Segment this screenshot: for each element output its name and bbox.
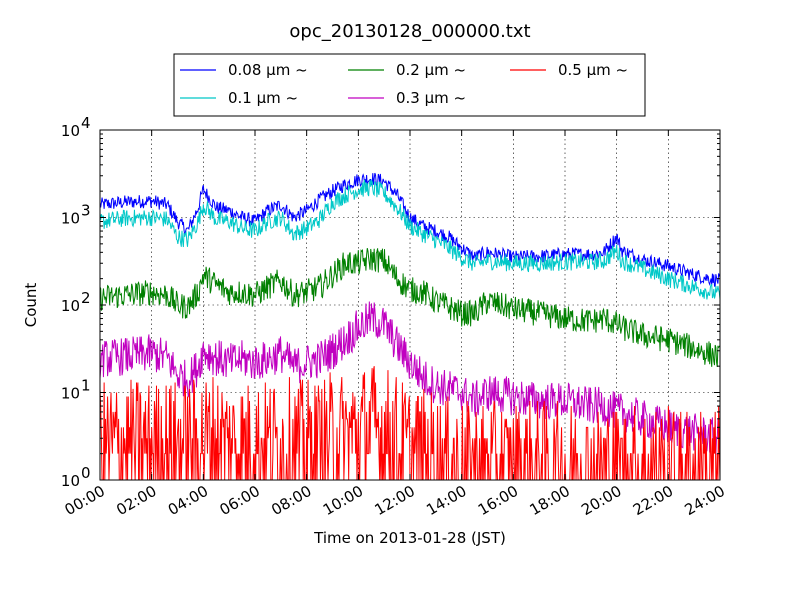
x-tick-label: 08:00 [268,482,314,519]
series-line [100,178,720,300]
x-tick-label: 14:00 [423,482,469,519]
legend-entry: 0.3 μm ~ [396,89,466,107]
y-tick-exponent: 4 [81,114,91,132]
series-line [100,248,720,367]
axis-ticks [99,129,721,481]
chart-title: opc_20130128_000000.txt [289,21,530,42]
x-tick-label: 10:00 [320,482,366,519]
legend-entry: 0.1 μm ~ [228,89,298,107]
y-tick-label: 10 [61,210,80,228]
x-tick-label: 04:00 [165,482,211,519]
series-line [100,301,720,455]
y-tick-label: 10 [61,472,80,490]
legend-entry: 0.5 μm ~ [558,61,628,79]
y-tick-exponent: 0 [81,464,91,482]
legend-entry: 0.2 μm ~ [396,61,466,79]
legend: 0.08 μm ~ 0.1 μm ~ 0.2 μm ~ 0.3 μm ~ 0.5 μm … [173,53,646,117]
x-tick-label: 16:00 [475,482,521,519]
legend-entry: 0.08 μm ~ [228,61,308,79]
x-tick-labels: 00:00 02:00 04:00 06:00 08:00 10:00 12:00 14:00… [62,482,728,519]
y-tick-label: 10 [61,122,80,140]
x-tick-label: 12:00 [372,482,418,519]
x-tick-label: 02:00 [113,482,159,519]
series-layer [100,172,720,480]
x-axis-label: Time on 2013-01-28 (JST) [313,529,506,547]
x-tick-label: 22:00 [630,482,676,519]
y-tick-exponent: 3 [81,202,91,220]
legend-frame [173,53,646,117]
x-tick-label: 18:00 [527,482,573,519]
y-tick-exponent: 2 [81,289,91,307]
y-tick-exponent: 1 [81,377,91,395]
y-axis-label: Count [22,283,40,328]
x-tick-label: 24:00 [682,482,728,519]
x-tick-label: 20:00 [578,482,624,519]
y-tick-label: 10 [61,385,80,403]
series-line [100,366,720,480]
y-tick-label: 10 [61,297,80,315]
x-tick-label: 06:00 [217,482,263,519]
